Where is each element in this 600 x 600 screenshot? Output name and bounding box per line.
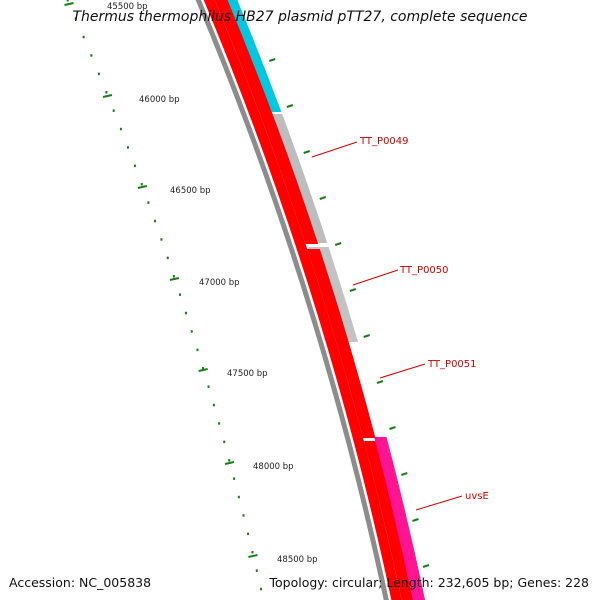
ruler-tick: [74, 17, 77, 20]
ruler-tick: [140, 183, 143, 186]
ruler-tick: [233, 477, 236, 480]
cds-track-left: [203, 0, 402, 600]
ruler-label: 46000 bp: [139, 95, 180, 105]
ruler-labels: 45500 bp 46000 bp 46500 bp 47000 bp 4750…: [107, 2, 318, 565]
gene-label-TT_P0051: TT_P0051: [427, 359, 477, 370]
cyan-feature: [227, 0, 282, 112]
ruler-tick: [82, 35, 85, 39]
ruler-major-tick: [102, 94, 113, 98]
outer-tick: [319, 196, 327, 200]
ruler-tick: [119, 127, 122, 131]
cds-3: [363, 441, 414, 600]
gene-callouts: TT_P0049 TT_P0050 TT_P0051 uvsE: [311, 136, 489, 511]
ruler-tick: [207, 385, 210, 388]
ruler-tick: [259, 587, 262, 591]
ruler-label: 45500 bp: [107, 2, 148, 12]
ruler-tick: [251, 551, 254, 554]
outer-tick: [401, 472, 408, 476]
accession-text: Accession: NC_005838: [9, 575, 152, 590]
ruler-label: 48500 bp: [277, 555, 318, 565]
ruler-tick: [196, 348, 199, 352]
ruler-tick: [172, 275, 175, 278]
feature-tracks: [195, 0, 426, 600]
outer-tick: [422, 564, 430, 568]
ruler-label: 46500 bp: [170, 186, 211, 196]
ruler-tick: [112, 109, 115, 112]
ruler-major-tick: [137, 185, 148, 189]
ruler-major-tick: [198, 368, 208, 372]
uvsE-feature: [374, 437, 426, 600]
outer-tick: [412, 518, 419, 522]
ruler-tick: [90, 54, 93, 57]
ruler-tick: [166, 256, 169, 260]
cds-2: [307, 249, 376, 438]
ruler-tick: [237, 495, 240, 499]
ruler-tick: [147, 201, 150, 204]
ruler-tick: [126, 146, 129, 149]
ruler-label: 47500 bp: [227, 369, 268, 379]
ruler-major-tick: [248, 554, 258, 558]
gene-label-TT_P0050: TT_P0050: [399, 265, 449, 276]
ruler-tick: [190, 330, 193, 333]
ruler-tick: [105, 91, 108, 94]
map-title: Thermus thermophilus HB27 plasmid pTT27,…: [72, 9, 528, 25]
outer-tick: [303, 150, 311, 154]
outer-tick: [349, 288, 357, 292]
backbone-line: [195, 0, 389, 600]
ruler-tick: [202, 367, 205, 370]
outer-tick: [376, 380, 384, 384]
gene-callout-line: [415, 495, 463, 511]
ruler-major-tick: [64, 2, 74, 6]
outer-tick: [268, 58, 276, 62]
ruler-tick: [178, 293, 181, 296]
ruler-tick: [133, 164, 136, 168]
outer-tick: [286, 104, 294, 108]
ruler-tick: [228, 459, 231, 462]
ruler-tick: [160, 238, 163, 241]
outer-tick: [363, 334, 371, 338]
ruler-tick: [242, 514, 245, 517]
ruler-tick: [218, 422, 221, 425]
gene-callout-line: [352, 269, 399, 286]
ruler-tick: [223, 440, 226, 444]
gene-label-TT_P0049: TT_P0049: [359, 136, 409, 147]
ruler-tick: [212, 403, 215, 407]
gene-callout-line: [311, 141, 358, 158]
ruler-tick: [153, 219, 156, 223]
gene-callout-line: [379, 363, 426, 379]
ruler-ticks: [64, 0, 430, 591]
cds-1: [214, 0, 319, 244]
ruler-tick: [247, 532, 250, 536]
topology-summary: Topology: circular; Length: 232,605 bp; …: [269, 575, 590, 590]
ruler-major-tick: [224, 461, 235, 465]
ruler-label: 47000 bp: [199, 278, 240, 288]
gene-label-uvsE: uvsE: [465, 491, 489, 502]
outer-tick: [334, 242, 342, 246]
ruler-label: 48000 bp: [253, 462, 294, 472]
ruler-major-tick: [169, 277, 180, 281]
ruler-tick: [255, 569, 258, 572]
outer-tick: [389, 426, 396, 430]
ruler-tick: [184, 311, 187, 315]
ruler-tick: [66, 0, 69, 2]
ruler-tick: [97, 72, 100, 76]
